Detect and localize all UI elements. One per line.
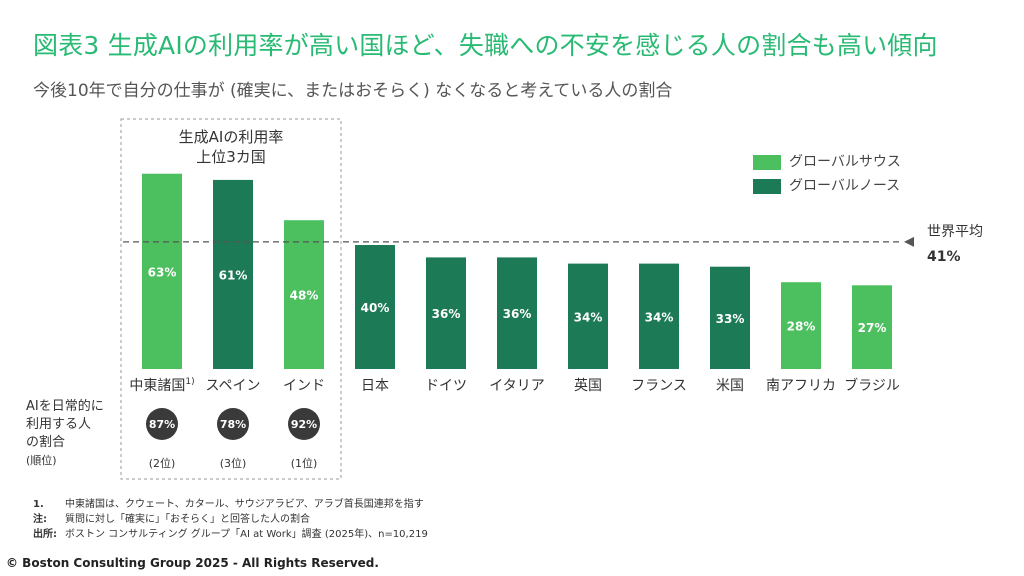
usage-value-1: 87% [149,418,175,431]
bar-value-label-8: 34% [645,310,674,324]
bar-value-label-4: 40% [361,301,390,315]
usage-row-label-line3: の割合 [26,435,66,450]
category-label-9: 米国 [716,378,744,394]
footnote-1: 1. 中東諸国は、クウェート、カタール、サウジアラビア、アラブ首長国連邦を指す [33,497,428,512]
usage-value-2: 78% [220,418,246,431]
bar-2 [213,179,253,369]
category-label-2: スペイン [205,378,260,394]
usage-circle-1 [146,408,178,440]
bar-value-label-7: 34% [574,310,603,324]
usage-rank-1: (2位) [149,456,176,470]
bar-5 [426,257,466,369]
bar-8 [639,263,679,369]
bar-3 [284,220,324,369]
usage-row-label-line1: AIを日常的に [26,399,104,414]
category-label-6: イタリア [489,378,544,394]
bar-1 [142,173,182,369]
bar-6 [497,257,537,369]
bar-value-label-1: 63% [148,265,177,279]
bar-value-label-10: 28% [787,320,816,334]
legend-label-south: グローバルサウス [789,154,901,170]
category-label-11: ブラジル [844,377,900,394]
usage-rank-2: (3位) [220,456,247,470]
category-label-1: 中東諸国1) [129,377,194,394]
legend-label-north: グローバルノース [789,178,901,194]
category-label-3: インド [283,378,325,394]
legend-item-south: グローバルサウス [753,151,901,171]
footnote-1-key: 1. [33,499,44,510]
footnote-source-text: ボストン コンサルティング グループ「AI at Work」調査 (2025年)… [65,529,428,540]
footnotes: 1. 中東諸国は、クウェート、カタール、サウジアラビア、アラブ首長国連邦を指す 注… [33,497,428,542]
category-label-5: ドイツ [425,378,467,394]
category-superscript-1: 1) [185,377,194,387]
category-label-7: 英国 [574,377,602,394]
bar-4 [355,245,395,369]
footnote-source: 出所: ボストン コンサルティング グループ「AI at Work」調査 (202… [33,527,428,542]
bar-value-label-11: 27% [858,321,887,335]
bar-value-label-5: 36% [432,307,461,321]
bar-value-label-9: 33% [716,312,745,326]
footnote-1-text: 中東諸国は、クウェート、カタール、サウジアラビア、アラブ首長国連邦を指す [65,499,424,510]
highlight-box-title-line2: 上位3カ国 [196,148,266,166]
category-label-8: フランス [631,378,687,394]
world-average-value: 41% [927,249,961,265]
legend-swatch-north [753,178,781,194]
usage-circle-2 [217,408,249,440]
usage-rank-3: (1位) [291,456,318,470]
bar-value-label-6: 36% [503,307,532,321]
footnote-note-key: 注: [33,514,47,525]
highlight-box [120,118,342,480]
category-label-10: 南アフリカ [766,378,836,394]
page-subtitle: 今後10年で自分の仕事が (確実に、またはおそらく) なくなると考えている人の割… [33,81,673,101]
usage-row-label-line2: 利用する人 [26,417,92,432]
usage-value-3: 92% [291,418,317,431]
bar-7 [568,263,608,369]
category-label-4: 日本 [361,378,389,394]
highlight-box-title-line1: 生成AIの利用率 [179,128,284,146]
copyright: © Boston Consulting Group 2025 - All Rig… [6,556,379,570]
world-average-label: 世界平均 [927,224,983,240]
bar-10 [781,282,821,369]
world-average-arrow-icon [904,236,914,247]
usage-row-label: AIを日常的に 利用する人 の割合 (順位) [26,398,104,470]
legend-item-north: グローバルノース [753,175,900,195]
bar-11 [852,285,892,369]
footnote-note: 注: 質問に対し「確実に」「おそらく」と回答した人の割合 [33,512,428,527]
usage-row-rank-label: (順位) [26,454,57,467]
bar-value-label-3: 48% [290,289,319,303]
footnote-note-text: 質問に対し「確実に」「おそらく」と回答した人の割合 [65,514,310,525]
footnote-source-key: 出所: [33,529,57,540]
bar-9 [710,266,750,369]
usage-circle-3 [288,408,320,440]
bar-value-label-2: 61% [219,268,248,282]
legend-swatch-south [753,154,781,170]
page-title: 図表3 生成AIの利用率が高い国ほど、失職への不安を感じる人の割合も高い傾向 [33,31,938,60]
